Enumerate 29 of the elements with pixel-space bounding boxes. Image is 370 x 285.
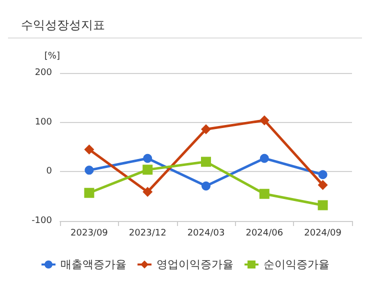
point bbox=[259, 188, 270, 199]
x-tick-label: 2024/09 bbox=[304, 228, 342, 238]
point bbox=[201, 156, 211, 167]
legend-label: 순이익증가율 bbox=[264, 258, 330, 271]
y-tick-label: -100 bbox=[32, 216, 52, 226]
point bbox=[142, 186, 153, 197]
y-tick-label: 0 bbox=[46, 166, 52, 177]
y-tick-label: 100 bbox=[34, 117, 52, 128]
point bbox=[318, 170, 328, 180]
x-tick-label: 2024/06 bbox=[246, 228, 284, 238]
x-tick-label: 2023/12 bbox=[128, 228, 166, 238]
chart-title: 수익성장성지표 bbox=[21, 18, 105, 32]
point bbox=[142, 164, 153, 175]
x-tick-label: 2024/03 bbox=[187, 228, 225, 238]
y-tick-label: 200 bbox=[34, 68, 52, 78]
point bbox=[318, 180, 328, 190]
point bbox=[84, 188, 94, 198]
point bbox=[260, 154, 269, 163]
legend-label: 영업이익증가율 bbox=[156, 258, 234, 271]
y-axis-title: [%] bbox=[44, 52, 60, 62]
point bbox=[84, 144, 94, 154]
point bbox=[259, 115, 270, 126]
legend-label: 매출액증가율 bbox=[60, 258, 126, 271]
point bbox=[84, 166, 94, 175]
point bbox=[143, 154, 152, 163]
x-tick-label: 2023/09 bbox=[70, 228, 108, 238]
point bbox=[201, 124, 211, 134]
point bbox=[202, 181, 210, 190]
point bbox=[318, 200, 328, 210]
